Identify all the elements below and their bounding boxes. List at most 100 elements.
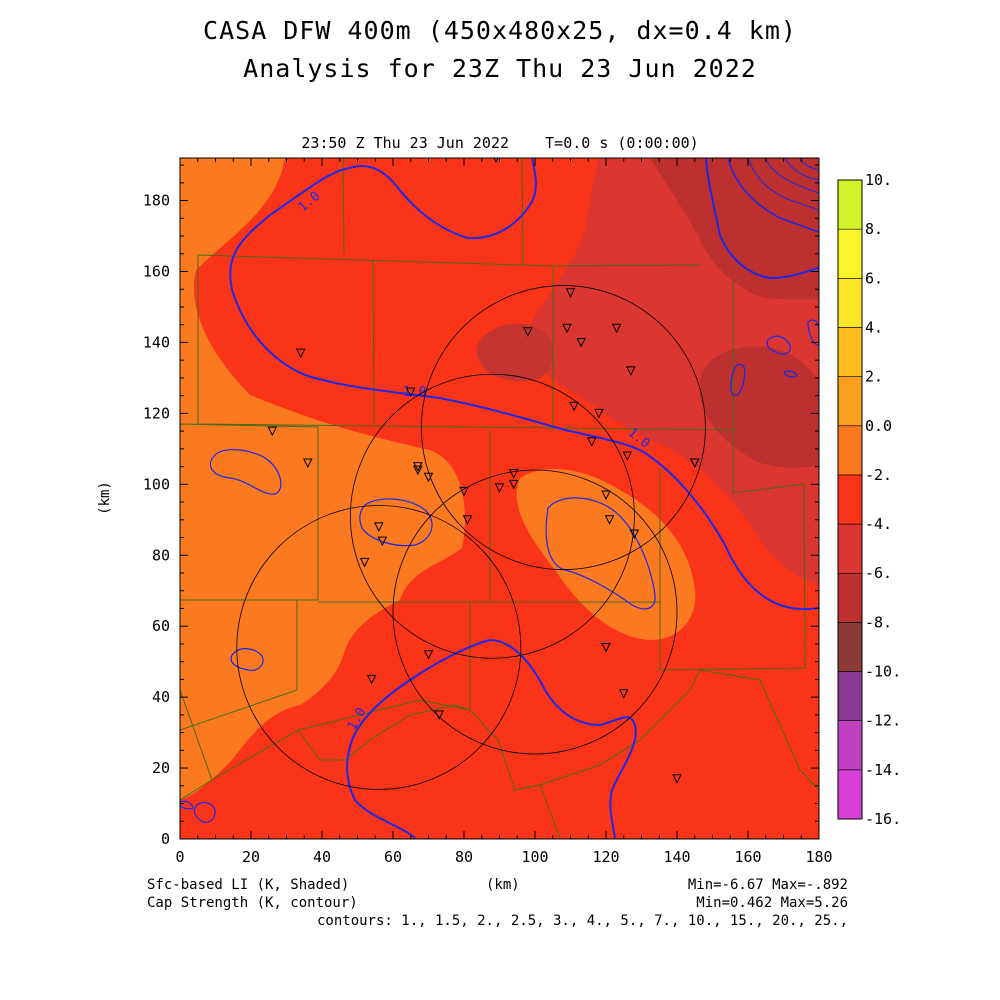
- contour-small-e2: [730, 363, 746, 396]
- contour-minmax: Min=0.462 Max=5.26: [696, 895, 848, 911]
- station-marker: [565, 288, 576, 298]
- colorbar-swatch: [837, 327, 863, 377]
- y-axis: 0 20 40 60 80 100 120 140 160 180: [143, 164, 819, 848]
- colorbar-swatch: [837, 376, 863, 427]
- x-tick-label: 80: [455, 848, 473, 866]
- colorbar-label: -12.: [865, 712, 901, 730]
- colorbar-label: 10.: [865, 171, 892, 189]
- y-tick-label: 140: [143, 333, 170, 351]
- shaded-field-label: Sfc-based LI (K, Shaded): [147, 877, 350, 893]
- x-tick-label: 160: [734, 848, 761, 866]
- colorbar-label: 0.0: [865, 417, 892, 435]
- radar-ring: [392, 469, 678, 755]
- contour-ne-4: [764, 158, 819, 194]
- x-axis-label: (km): [486, 877, 520, 893]
- station-marker: [594, 408, 604, 419]
- colorbar-swatch: [837, 278, 863, 328]
- contour-ne-2: [727, 158, 819, 233]
- valid-time-label: 23:50 Z Thu 23 Jun 2022 T=0.0 s (0:00:00…: [301, 134, 699, 152]
- y-tick-label: 0: [161, 830, 170, 848]
- colorbar-label: 4.: [865, 318, 883, 336]
- colorbar-swatch: [837, 474, 863, 525]
- y-tick-label: 20: [152, 759, 170, 777]
- x-tick-label: 20: [242, 848, 260, 866]
- station-marker: [267, 426, 278, 437]
- station-marker: [359, 557, 370, 568]
- contour-1-northeast: [705, 158, 819, 280]
- colorbar-label: -2.: [865, 466, 892, 484]
- station-marker: [494, 483, 505, 493]
- li-region-east: [516, 468, 696, 640]
- station-marker: [576, 337, 586, 348]
- station-marker: [569, 401, 579, 412]
- y-tick-label: 160: [143, 263, 170, 281]
- shaded-minmax: Min=-6.67 Max=-.892: [687, 877, 848, 893]
- y-tick-label: 80: [152, 546, 170, 564]
- station-marker: [295, 348, 306, 359]
- station-marker: [423, 472, 434, 483]
- contour-field-label: Cap Strength (K, contour): [147, 895, 358, 911]
- contour-label: 1.0: [403, 385, 426, 400]
- station-marker: [508, 469, 519, 479]
- station-marker: [586, 437, 597, 447]
- colorbar-swatch: [837, 179, 863, 230]
- colorbar-swatch: [837, 228, 863, 279]
- x-tick-label: 180: [805, 848, 832, 866]
- contour-ne-3: [747, 158, 819, 211]
- colorbar-label: -10.: [865, 663, 901, 681]
- colorbar-swatch: [837, 523, 863, 574]
- colorbar-frame: [837, 179, 863, 820]
- colorbar-label: 6.: [865, 269, 883, 287]
- station-marker: [366, 674, 377, 685]
- colorbar-label: -16.: [865, 810, 901, 828]
- contour-small-sw1: [193, 801, 216, 823]
- colorbar: -16. -14. -12. -10. -8. -6. -4. -2. 0.0 2. 4. 6. 8. 1…: [837, 171, 901, 828]
- y-tick-label: 40: [152, 688, 170, 706]
- station-marker: [626, 366, 636, 376]
- colorbar-swatch: [837, 572, 863, 623]
- colorbar-label: 8.: [865, 220, 883, 238]
- colorbar-swatch: [837, 720, 863, 771]
- y-axis-label: (km): [96, 481, 113, 515]
- station-marker: [523, 327, 533, 337]
- station-marker: [689, 458, 700, 469]
- contour-small-sw2: [180, 800, 194, 810]
- station-marker: [604, 515, 615, 525]
- contour-1-south: [346, 638, 637, 839]
- contour-small-e4: [783, 370, 798, 378]
- cap-strength-contours: [180, 158, 819, 839]
- contour-levels: contours: 1., 1.5, 2., 2.5, 3., 4., 5., …: [316, 913, 848, 929]
- station-marker: [434, 710, 444, 720]
- contour-1-north: [349, 158, 537, 240]
- colorbar-label: -4.: [865, 515, 892, 533]
- x-tick-label: 0: [175, 848, 184, 866]
- shaded-field: [180, 158, 819, 839]
- contour-1-main: [229, 167, 819, 611]
- station-marker: [373, 522, 384, 532]
- contour-2-west: [209, 448, 282, 495]
- y-tick-label: 100: [143, 475, 170, 493]
- station-marker: [377, 536, 388, 547]
- colorbar-label: -14.: [865, 761, 901, 779]
- station-marker: [413, 465, 423, 476]
- contour-small-e1: [766, 335, 791, 355]
- radar-ring: [236, 505, 522, 790]
- station-marker: [611, 323, 622, 334]
- contour-2-east: [545, 497, 656, 610]
- station-marker: [618, 689, 629, 699]
- contour-small-e3: [807, 319, 819, 346]
- station-marker: [629, 529, 640, 540]
- y-tick-label: 60: [152, 617, 170, 635]
- radar-ring: [349, 373, 635, 659]
- x-tick-label: 40: [313, 848, 331, 866]
- x-tick-label: 60: [384, 848, 402, 866]
- chart-title: CASA DFW 400m (450x480x25, dx=0.4 km): [203, 16, 797, 45]
- station-marker: [622, 451, 633, 462]
- colorbar-swatch: [837, 769, 863, 820]
- station-marker: [423, 650, 434, 660]
- contour-2-center: [359, 498, 433, 547]
- station-marker: [459, 486, 469, 497]
- station-marker: [405, 387, 416, 398]
- station-marker: [601, 642, 611, 653]
